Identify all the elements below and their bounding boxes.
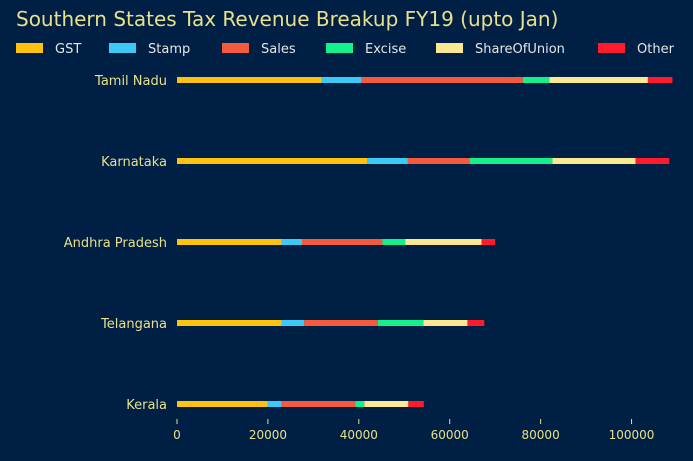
bar-karnataka-shareofunion <box>552 158 636 164</box>
legend-swatch-other <box>598 43 625 53</box>
x-tick-label-100000: 100000 <box>609 428 655 442</box>
bar-karnataka-gst <box>177 158 367 164</box>
legend-swatch-gst <box>16 43 43 53</box>
x-tick-label-60000: 60000 <box>431 428 469 442</box>
y-tick-label-andhra-pradesh: Andhra Pradesh <box>64 236 167 251</box>
bar-kerala-gst <box>177 401 268 407</box>
bar-telangana-shareofunion <box>423 320 468 326</box>
y-tick-label-kerala: Kerala <box>126 398 167 413</box>
y-tick-label-karnataka: Karnataka <box>101 155 167 170</box>
legend-swatch-stamp <box>109 43 136 53</box>
legend-label-shareofunion: ShareOfUnion <box>475 42 565 57</box>
y-axis: Tamil Nadu Karnataka Andhra Pradesh Telanga… <box>64 74 167 413</box>
x-tick-label-40000: 40000 <box>340 428 378 442</box>
bar-karnataka-other <box>635 158 670 164</box>
bar-telangana-gst <box>177 320 282 326</box>
bar-kerala-excise <box>355 401 365 407</box>
x-tick-label-20000: 20000 <box>249 428 287 442</box>
bar-karnataka-sales <box>407 158 470 164</box>
bar-karnataka-stamp <box>367 158 408 164</box>
bar-tamil-nadu-sales <box>361 77 523 83</box>
x-tick-label-80000: 80000 <box>522 428 560 442</box>
x-tick-label-0: 0 <box>173 428 181 442</box>
bar-andhra-pradesh-sales <box>302 239 383 245</box>
legend-label-excise: Excise <box>365 42 406 57</box>
bar-telangana-sales <box>304 320 378 326</box>
bar-telangana-excise <box>377 320 424 326</box>
bar-kerala-stamp <box>267 401 282 407</box>
bar-tamil-nadu-other <box>647 77 673 83</box>
bar-andhra-pradesh-other <box>481 239 496 245</box>
bar-kerala-sales <box>281 401 356 407</box>
bar-tamil-nadu-gst <box>177 77 322 83</box>
bar-tamil-nadu-excise <box>522 77 550 83</box>
bar-telangana-other <box>467 320 485 326</box>
bar-tamil-nadu-shareofunion <box>549 77 648 83</box>
legend-label-sales: Sales <box>261 42 296 57</box>
y-tick-label-telangana: Telangana <box>100 317 167 332</box>
chart-title: Southern States Tax Revenue Breakup FY19… <box>16 7 558 31</box>
bar-kerala-shareofunion <box>364 401 409 407</box>
bar-andhra-pradesh-excise <box>382 239 406 245</box>
bar-kerala-other <box>408 401 424 407</box>
legend-label-other: Other <box>637 42 675 57</box>
legend-swatch-shareofunion <box>436 43 463 53</box>
bar-tamil-nadu-stamp <box>321 77 362 83</box>
bar-andhra-pradesh-shareofunion <box>405 239 482 245</box>
legend: GST Stamp Sales Excise ShareOfUnion Other <box>16 42 675 57</box>
legend-swatch-sales <box>222 43 249 53</box>
bar-telangana-stamp <box>281 320 305 326</box>
y-tick-label-tamil-nadu: Tamil Nadu <box>94 74 167 89</box>
legend-label-gst: GST <box>55 42 81 57</box>
plot-area <box>177 77 673 407</box>
bar-andhra-pradesh-gst <box>177 239 282 245</box>
legend-swatch-excise <box>326 43 353 53</box>
x-axis: 0 20000 40000 60000 80000 100000 <box>173 419 654 442</box>
legend-label-stamp: Stamp <box>148 42 190 57</box>
bar-karnataka-excise <box>469 158 553 164</box>
bar-andhra-pradesh-stamp <box>281 239 302 245</box>
